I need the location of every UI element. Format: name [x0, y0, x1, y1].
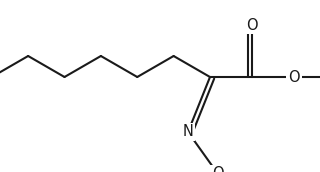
Text: N: N — [183, 125, 193, 139]
Text: O: O — [246, 18, 258, 33]
Text: O: O — [288, 69, 300, 84]
Text: O: O — [212, 166, 224, 172]
